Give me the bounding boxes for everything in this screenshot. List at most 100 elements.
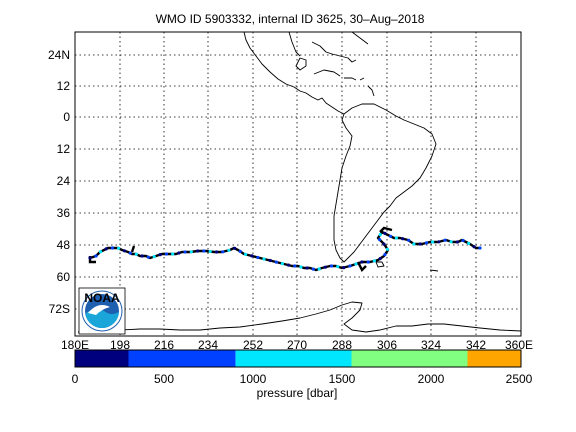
colorbar-band [235,350,352,367]
trajectory-line-detail [88,226,393,273]
profile-marker [287,263,291,267]
profile-marker [348,264,352,268]
colorbar-tick-label: 1000 [240,372,267,386]
lat-tick-label: 0 [63,110,70,124]
profile-marker [443,238,447,242]
profile-marker [317,267,321,271]
profile-marker [323,265,327,269]
profile-marker [164,252,168,256]
profile-marker [274,260,278,264]
profile-marker [378,233,382,237]
profile-marker [311,267,315,271]
lon-tick-label: 198 [110,338,130,352]
profile-marker [208,249,212,254]
profile-marker [244,252,248,256]
lon-tick-label: 324 [421,338,441,352]
profile-marker [227,248,231,252]
profile-marker [383,253,387,257]
colorbar-label: pressure [dbar] [257,386,338,400]
south-america-coast [333,103,437,263]
profile-marker [449,240,453,244]
north-america-coast [243,32,369,115]
lat-tick-label: 12 [57,142,71,156]
colorbar-tick-label: 2500 [506,372,533,386]
colorbar-band [128,350,236,367]
lon-tick-label: 180E [61,338,89,352]
longitude-labels: 180E 198 216 234 252 270 288 306 324 342… [61,338,533,352]
profile-marker [342,266,346,270]
lon-tick-label: 306 [377,338,397,352]
profile-marker [394,236,398,240]
profile-marker [171,252,175,256]
logo-bird [88,305,110,315]
profile-marker [177,251,181,255]
profile-marker [329,264,334,268]
falkland-islands [375,261,385,268]
lon-tick-label: 360E [505,338,533,352]
colorbar-frame [74,349,522,368]
profile-marker [110,246,114,250]
lat-tick-label: 12 [57,79,71,93]
profile-marker [388,234,393,238]
profile-marker [94,254,98,258]
logo-text: NOAA [84,291,120,305]
profile-marker [128,251,132,255]
float-trajectory [88,226,482,273]
profile-marker [250,254,254,258]
profile-marker [189,250,193,254]
profile-marker [366,260,370,264]
profile-marker [378,257,382,261]
colorbar-band [75,350,129,367]
profile-marker [478,246,482,250]
colorbar-band [467,350,521,367]
lat-tick-label: 72S [49,302,70,316]
lat-tick-label: 60 [57,270,71,284]
profile-marker [117,246,121,250]
profile-marker [412,242,416,246]
profile-marker [299,265,303,269]
lon-tick-label: 216 [154,338,174,352]
map-frame [74,31,522,337]
profile-marker [233,246,237,250]
profile-marker [418,242,422,246]
profile-marker [293,264,297,268]
profile-marker [183,250,187,254]
map-gridlines [75,32,521,336]
lat-tick-label: 48 [57,238,71,252]
profile-marker [140,254,144,258]
colorbar-tick-label: 500 [154,372,174,386]
profile-marker [336,265,340,269]
profile-marker [472,245,476,249]
profile-marker [202,249,206,253]
profile-marker [122,249,126,253]
profile-marker [378,238,382,242]
profile-marker [256,255,260,260]
colorbar-band [351,350,468,367]
profile-marker [99,250,103,254]
profile-marker [360,260,364,264]
lat-tick-label: 24 [57,174,71,188]
lon-tick-label: 288 [332,338,352,352]
map-panel: 24N 12 0 12 24 36 48 60 72S 180E 198 216… [48,31,533,352]
caribbean-islands [313,69,375,97]
colorbar-bands [75,350,521,367]
profile-marker [424,241,428,245]
lon-tick-label: 270 [287,338,307,352]
colorbar: 0 500 1000 1500 2000 2500 pressure [dbar… [72,349,533,400]
profile-marker [305,266,309,270]
lat-tick-label: 24N [48,48,70,62]
profile-marker [461,238,465,243]
profile-marker [196,249,200,253]
colorbar-ticks: 0 500 1000 1500 2000 2500 [72,372,533,386]
profile-marker [431,240,435,244]
lon-tick-label: 252 [243,338,263,352]
profile-marker [88,256,92,260]
profile-marker [134,252,138,256]
latitude-labels: 24N 12 0 12 24 36 48 60 72S [48,48,70,316]
profile-marker [437,240,441,244]
profile-marker [455,240,459,244]
profile-marker [407,238,411,242]
profile-marker [280,262,284,266]
profile-marker [158,253,162,257]
profile-marker [104,247,108,251]
